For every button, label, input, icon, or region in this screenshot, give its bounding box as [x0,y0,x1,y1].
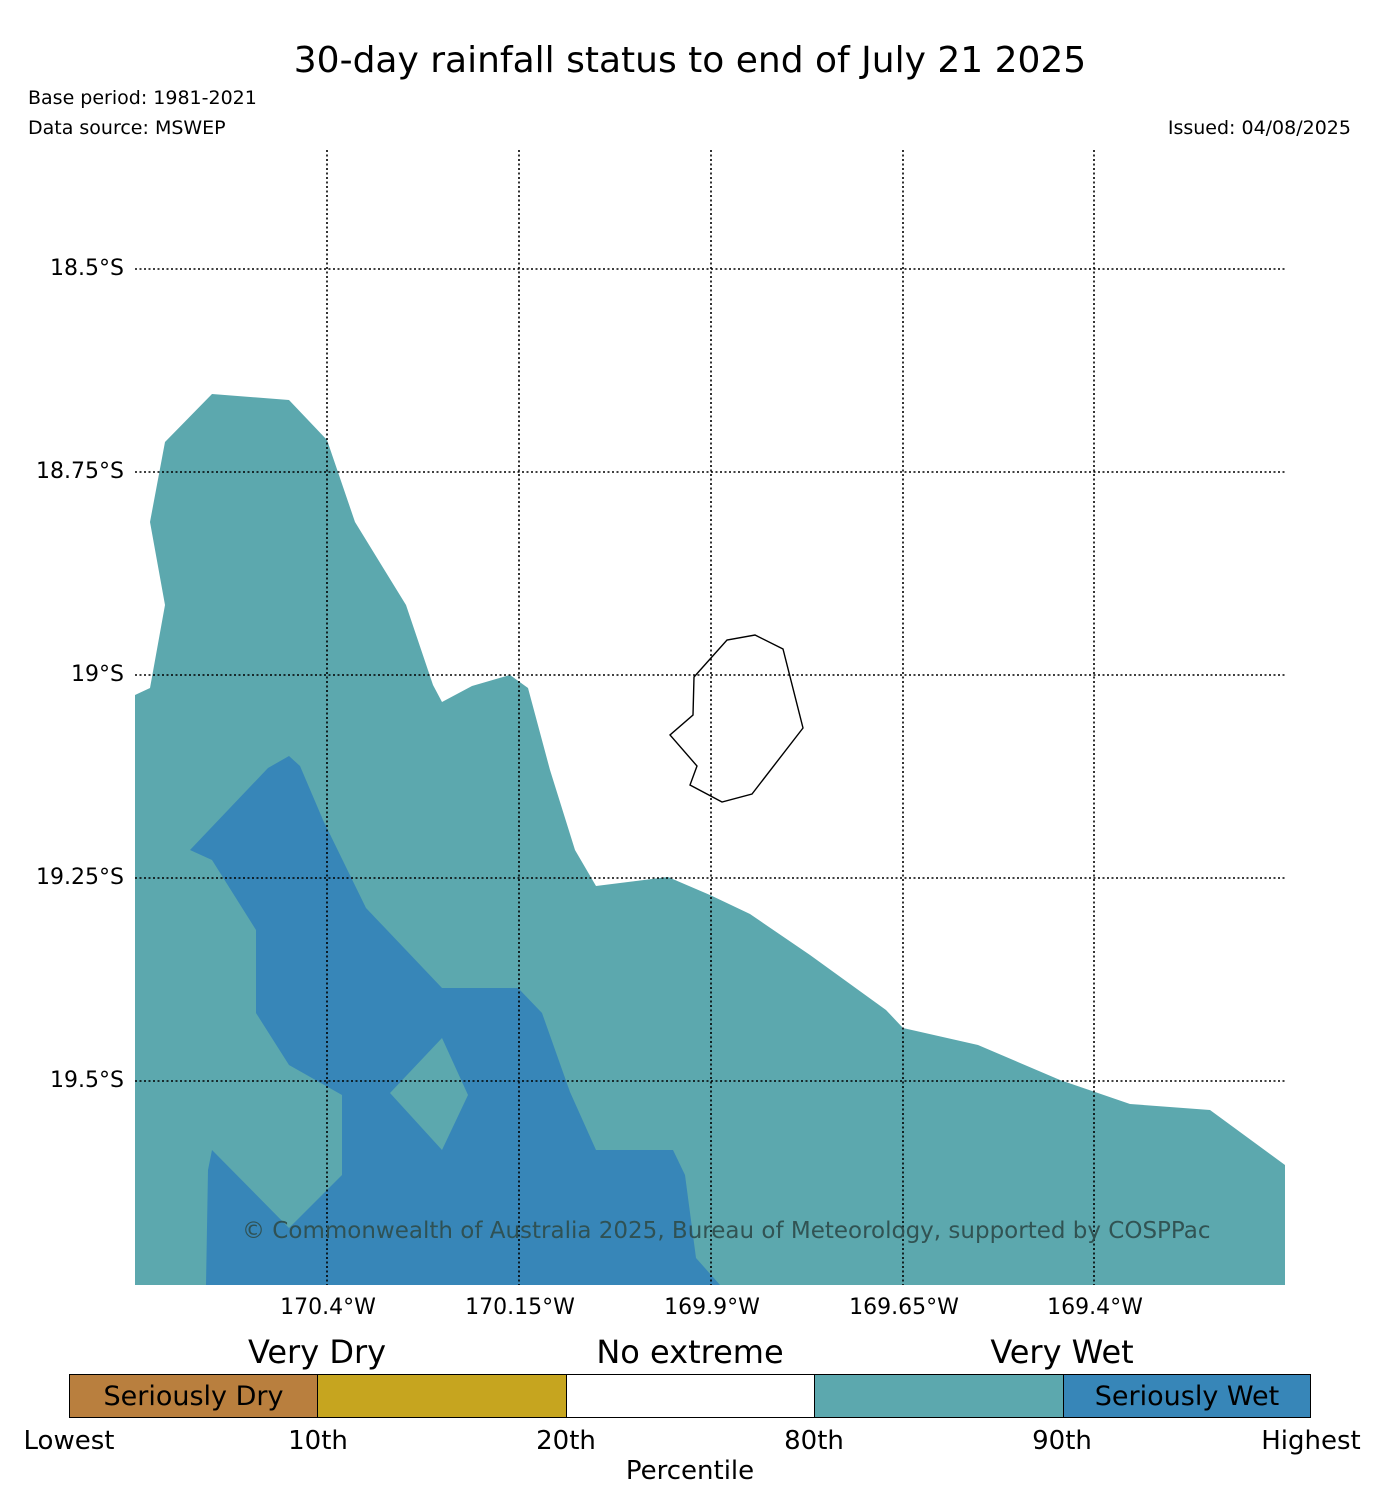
issued-date: Issued: 04/08/2025 [1167,117,1351,139]
seriously-wet-region [190,756,720,1285]
lon-label: 170.15°W [465,1295,575,1320]
lat-label: 18.5°S [50,256,124,281]
island-outline [669,634,804,803]
legend-tick: Highest [1261,1426,1361,1456]
legend-tick: 20th [536,1426,596,1456]
legend-xlabel: Percentile [625,1456,755,1486]
legend-band-seriously-wet: Seriously Wet [1063,1374,1311,1418]
data-source: Data source: MSWEP [28,117,226,139]
lon-label: 169.65°W [849,1295,959,1320]
legend-tick: 90th [1032,1426,1092,1456]
legend-tick: 10th [288,1426,348,1456]
lat-label: 19.5°S [50,1068,124,1093]
legend-band-seriously-dry: Seriously Dry [69,1374,318,1418]
legend-tick: 80th [784,1426,844,1456]
lat-label: 18.75°S [36,459,124,484]
legend-tick: Lowest [23,1426,115,1456]
legend-category-very-wet: Very Wet [990,1333,1134,1371]
map-title: 30-day rainfall status to end of July 21… [293,40,1087,81]
legend-band-no-extreme [566,1374,815,1418]
lon-label: 169.4°W [1047,1295,1143,1320]
lon-gridlines [326,150,1095,1285]
lat-label: 19°S [71,662,124,687]
very-wet-island [390,1038,468,1150]
lon-label: 169.9°W [664,1295,760,1320]
legend-category-very-dry: Very Dry [247,1333,387,1371]
lat-label: 19.25°S [36,865,124,890]
base-period: Base period: 1981-2021 [28,87,257,109]
copyright-watermark: © Commonwealth of Australia 2025, Bureau… [242,1218,1211,1244]
lon-label: 170.4°W [280,1295,376,1320]
legend-band-very-wet [814,1374,1064,1418]
legend-category-no-extreme: No extreme [596,1333,784,1371]
legend-band-very-dry [317,1374,567,1418]
